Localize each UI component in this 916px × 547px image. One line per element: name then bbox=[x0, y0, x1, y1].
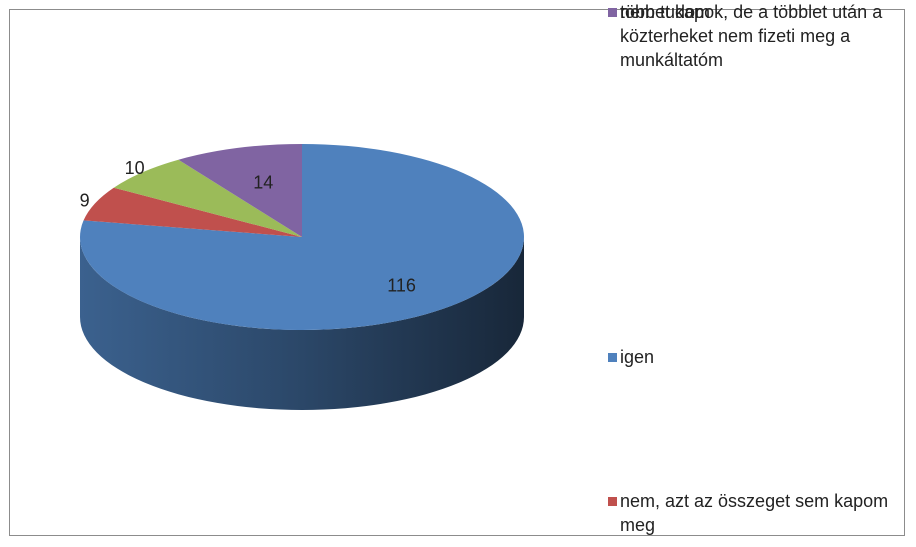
legend-swatch bbox=[608, 497, 617, 506]
slice bbox=[178, 144, 302, 237]
legend-item: többet kapok, de a többlet után a közter… bbox=[608, 0, 898, 72]
legend-label: nem, azt az összeget sem kapom meg bbox=[620, 491, 889, 535]
legend-label: nem tudom bbox=[620, 2, 711, 22]
slice bbox=[83, 187, 303, 237]
legend-item: nem tudom bbox=[608, 0, 898, 24]
legend-item: igen bbox=[608, 345, 898, 369]
data-label: 10 bbox=[125, 158, 145, 178]
legend-label: igen bbox=[620, 347, 655, 367]
slice-side bbox=[80, 237, 524, 410]
data-label: 116 bbox=[387, 276, 416, 296]
legend-item: nem, azt az összeget sem kapom meg bbox=[608, 489, 898, 537]
legend-label: többet kapok, de a többlet után a közter… bbox=[620, 2, 883, 70]
chart-frame bbox=[9, 9, 905, 536]
legend-swatch bbox=[608, 8, 617, 17]
data-label: 9 bbox=[80, 191, 90, 211]
legend-swatch bbox=[608, 353, 617, 362]
slice bbox=[113, 159, 302, 237]
data-label: 14 bbox=[253, 172, 273, 192]
